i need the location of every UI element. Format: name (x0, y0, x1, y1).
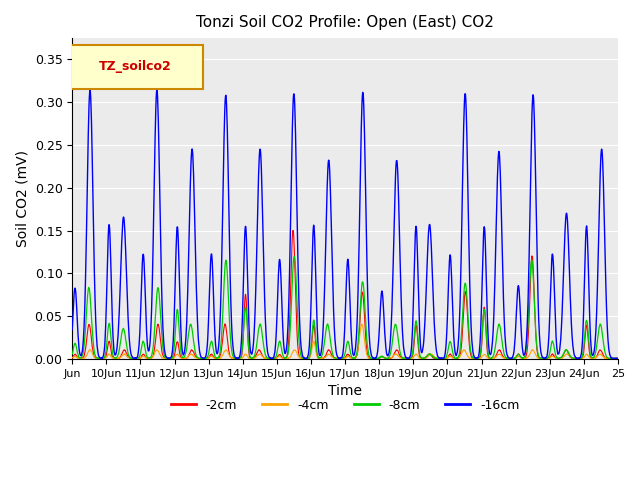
Y-axis label: Soil CO2 (mV): Soil CO2 (mV) (15, 150, 29, 247)
Legend: -2cm, -4cm, -8cm, -16cm: -2cm, -4cm, -8cm, -16cm (166, 394, 525, 417)
X-axis label: Time: Time (328, 384, 362, 398)
Title: Tonzi Soil CO2 Profile: Open (East) CO2: Tonzi Soil CO2 Profile: Open (East) CO2 (196, 15, 494, 30)
Text: TZ_soilco2: TZ_soilco2 (99, 60, 172, 73)
FancyBboxPatch shape (67, 45, 204, 89)
